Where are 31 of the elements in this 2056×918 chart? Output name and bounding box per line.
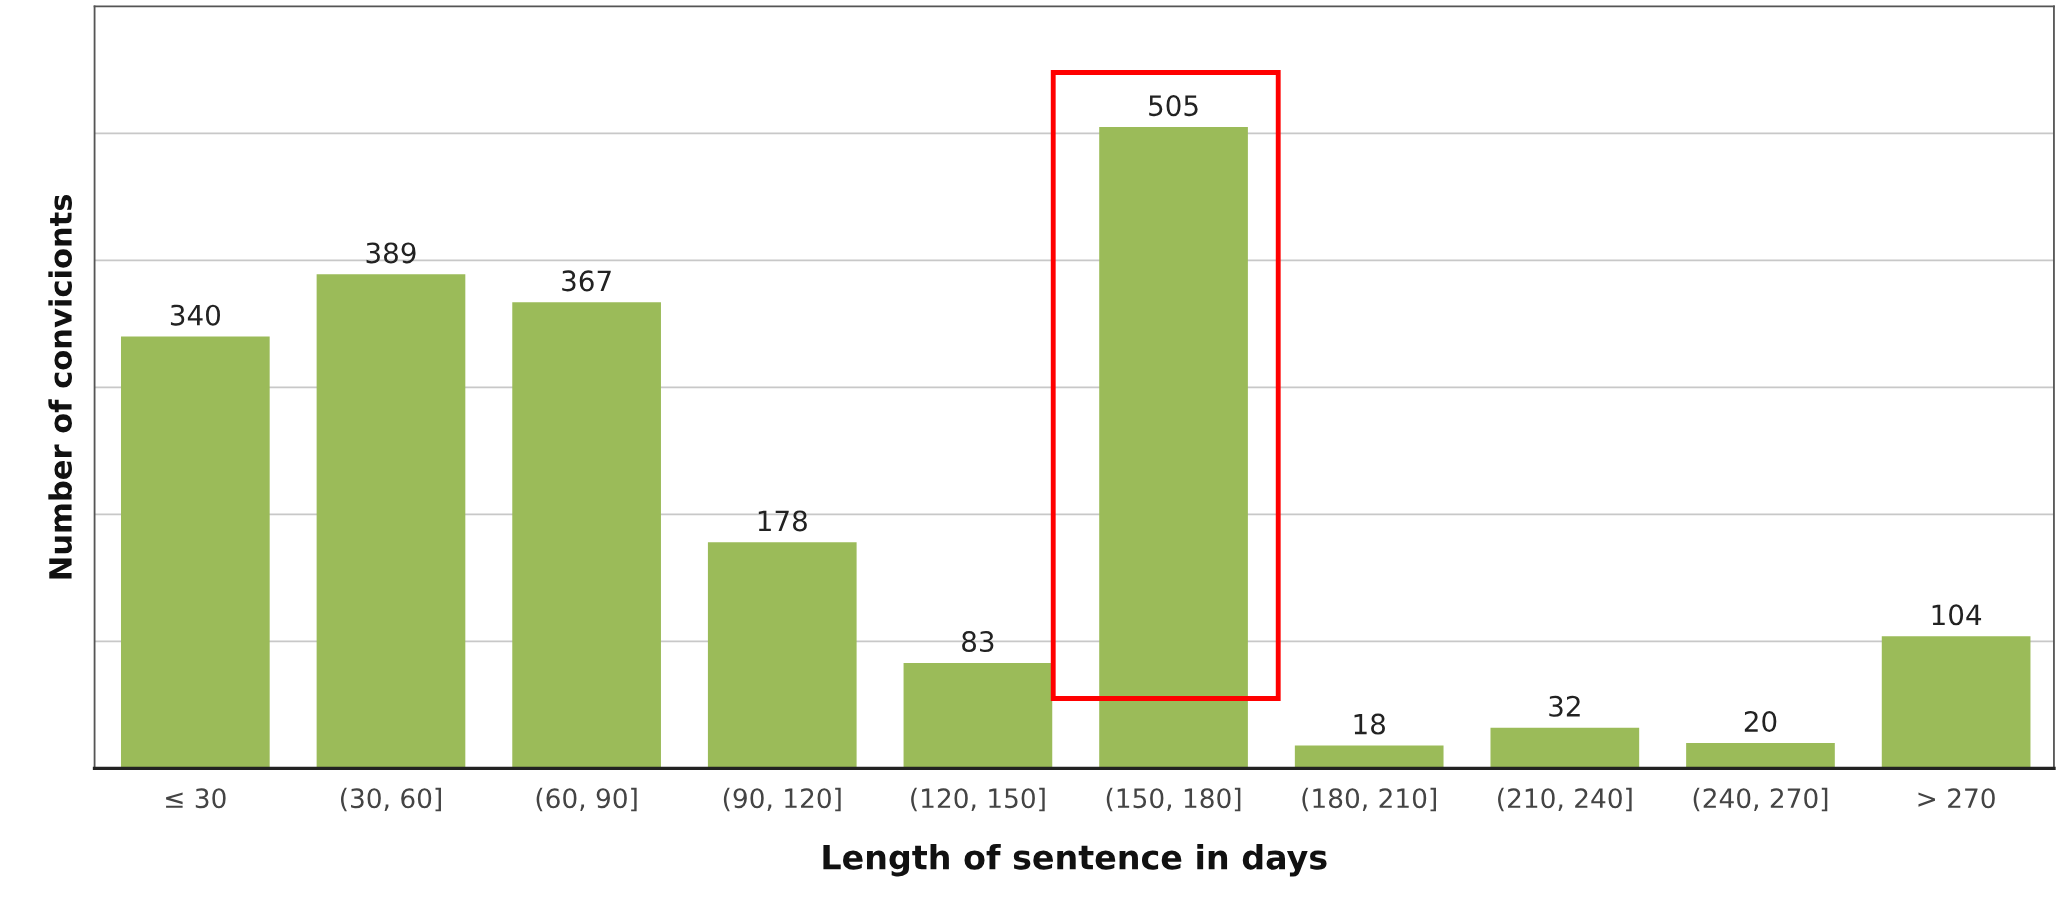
data-label: 18	[1354, 713, 1385, 735]
data-label: 178	[758, 510, 807, 532]
x-tick-label: > 270	[1918, 788, 1995, 809]
data-label: 32	[1549, 695, 1580, 717]
bar	[1490, 727, 1640, 769]
bar	[1686, 742, 1835, 769]
x-axis-title: Length of sentence in days	[823, 843, 1327, 877]
y-axis-title: Number of convicionts	[48, 194, 72, 579]
data-label: 83	[962, 631, 994, 653]
bar	[316, 274, 466, 769]
data-label: 505	[1149, 95, 1198, 117]
bar	[512, 302, 661, 769]
x-tick-label: (210, 240]	[1498, 787, 1632, 812]
data-label: 340	[170, 304, 220, 326]
bar	[1881, 636, 2031, 769]
x-tick-label: (150, 180]	[1106, 787, 1241, 812]
data-label: 20	[1744, 711, 1777, 733]
bar	[120, 336, 270, 769]
x-tick-label: (180, 210]	[1302, 787, 1436, 812]
x-tick-label: (30, 60]	[340, 787, 441, 812]
x-tick-label: (120, 150]	[911, 787, 1045, 812]
x-tick-label: (240, 270]	[1693, 787, 1828, 812]
bar	[707, 542, 857, 769]
x-tick-label: ≤ 30	[166, 788, 226, 809]
x-tick-label: (60, 90]	[536, 787, 637, 812]
data-label: 367	[562, 270, 611, 292]
bar	[903, 662, 1053, 769]
bar	[1294, 745, 1444, 769]
x-tick-label: (90, 120]	[723, 787, 841, 812]
data-label: 104	[1932, 604, 1982, 626]
data-label: 389	[366, 242, 416, 264]
